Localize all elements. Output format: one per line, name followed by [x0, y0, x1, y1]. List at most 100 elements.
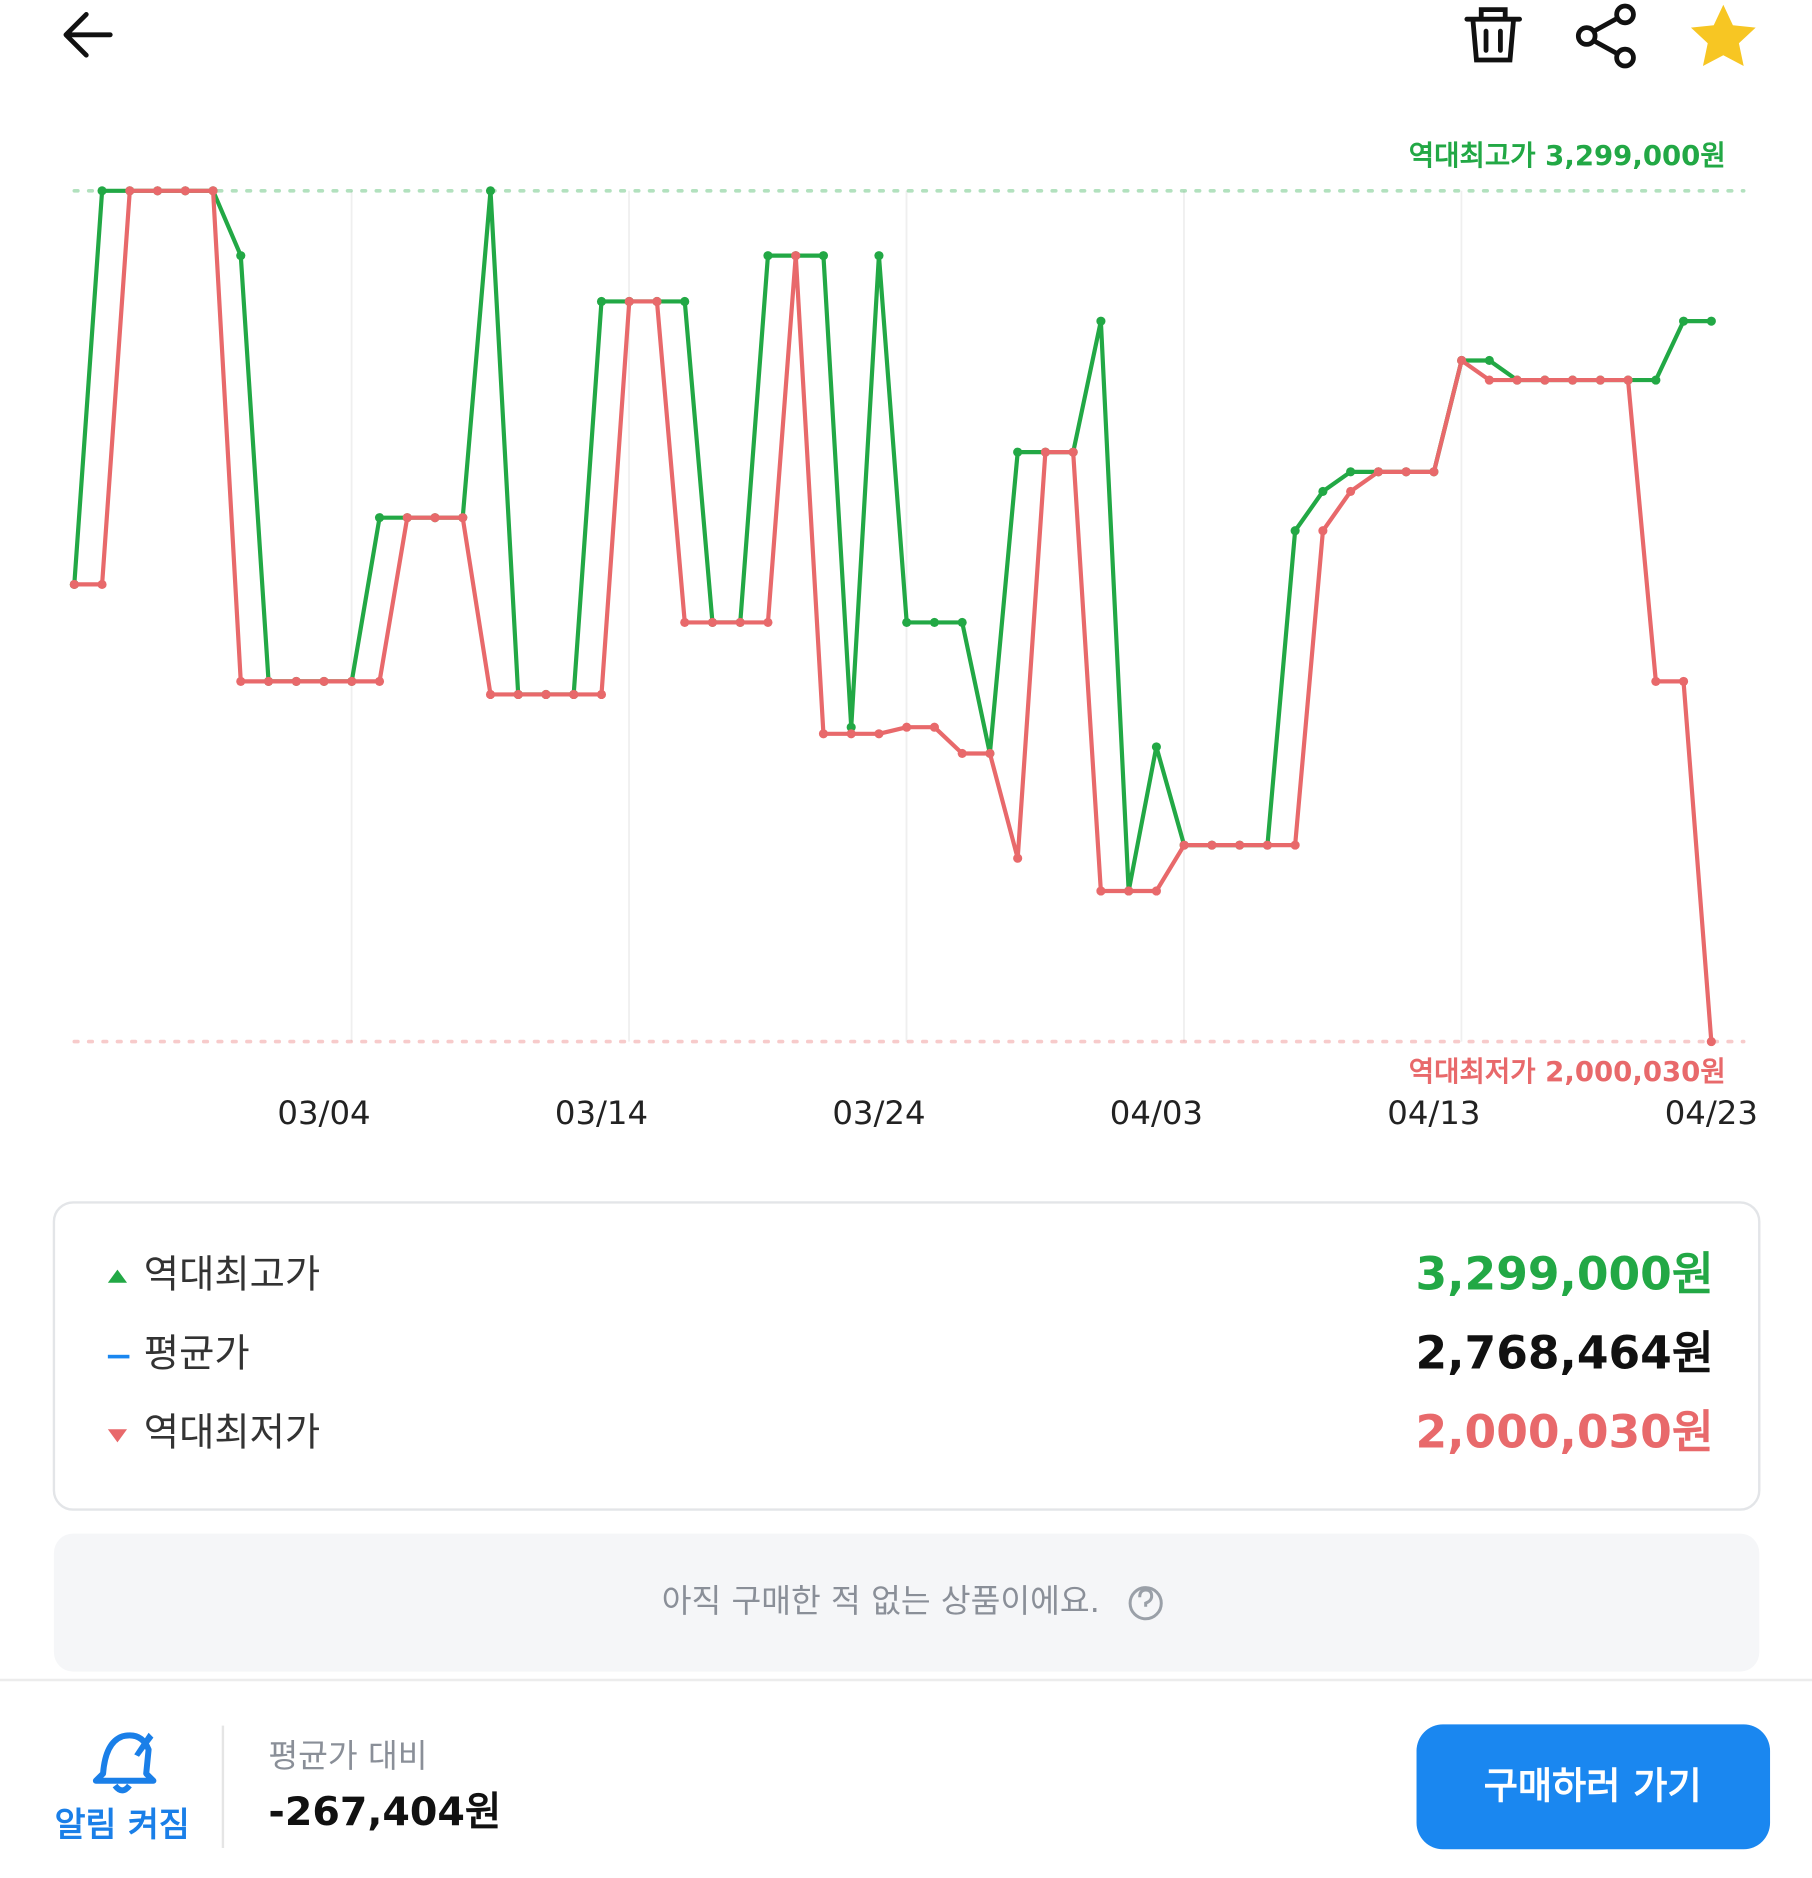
data-point	[1207, 840, 1217, 850]
data-point	[957, 617, 967, 627]
data-point	[846, 722, 856, 732]
buy-button-label: 구매하러 가기	[1484, 1763, 1702, 1807]
data-point	[319, 676, 329, 686]
data-point	[97, 579, 107, 590]
data-point	[596, 689, 607, 700]
compare-value: -267,404원	[268, 1789, 501, 1835]
data-point	[263, 676, 274, 686]
avg-icon	[107, 1354, 130, 1359]
data-point	[152, 186, 163, 196]
compare-label: 평균가 대비	[268, 1737, 427, 1775]
data-point	[874, 251, 884, 261]
data-point	[1179, 840, 1189, 850]
x-tick-label: 04/13	[1387, 1094, 1480, 1132]
data-point	[541, 689, 551, 700]
data-point	[347, 676, 357, 686]
data-point	[957, 748, 967, 758]
data-point	[818, 251, 829, 261]
buy-button[interactable]: 구매하러 가기	[1416, 1724, 1771, 1850]
help-icon[interactable]	[1128, 1586, 1163, 1621]
data-point	[374, 513, 385, 523]
reference-label: 역대최저가 2,000,030원	[1409, 1055, 1726, 1088]
share-button[interactable]	[1575, 3, 1636, 69]
data-point	[1484, 375, 1494, 385]
data-point	[1096, 316, 1106, 326]
data-point	[1679, 316, 1689, 326]
x-tick-label: 03/04	[277, 1094, 370, 1132]
data-point	[1595, 375, 1605, 385]
data-point	[1151, 886, 1161, 896]
data-point	[929, 722, 939, 732]
data-point	[1290, 526, 1300, 536]
x-tick-label: 04/03	[1110, 1094, 1203, 1132]
back-button[interactable]	[63, 11, 113, 58]
data-point	[1457, 355, 1467, 365]
favorite-button[interactable]	[1690, 4, 1756, 67]
data-point	[1068, 447, 1078, 457]
data-point	[735, 617, 745, 627]
delete-button[interactable]	[1464, 7, 1522, 63]
data-point	[763, 617, 773, 627]
data-point	[1124, 886, 1134, 896]
data-point	[1568, 375, 1578, 385]
data-point	[97, 186, 107, 196]
data-point	[763, 251, 773, 261]
data-point	[1013, 853, 1023, 863]
data-point	[485, 689, 496, 700]
data-point	[902, 617, 912, 627]
summary-label: 역대최고가	[144, 1252, 320, 1297]
data-point	[1262, 840, 1272, 850]
data-point	[402, 513, 412, 523]
data-point	[1429, 467, 1439, 477]
data-point	[1484, 355, 1494, 365]
x-tick-label: 03/24	[832, 1094, 925, 1132]
data-point	[569, 689, 579, 700]
data-point	[458, 513, 468, 523]
data-point	[985, 748, 995, 758]
summary-value: 2,768,464원	[1416, 1326, 1714, 1379]
x-tick-label: 03/14	[555, 1094, 648, 1132]
data-point	[680, 617, 690, 627]
data-point	[1651, 375, 1661, 385]
summary-value: 2,000,030원	[1416, 1406, 1714, 1459]
max-icon	[107, 1269, 128, 1283]
data-point	[680, 296, 690, 307]
data-point	[874, 729, 884, 739]
data-point	[374, 676, 385, 686]
data-point	[1679, 676, 1689, 686]
data-point	[596, 296, 607, 307]
data-point	[1151, 742, 1161, 752]
x-tick-label: 04/23	[1665, 1094, 1758, 1132]
data-point	[69, 579, 79, 590]
summary-box	[52, 1201, 1761, 1511]
data-point	[236, 676, 246, 686]
data-point	[485, 186, 496, 196]
data-point	[1623, 375, 1633, 385]
data-point	[1013, 447, 1023, 457]
price-chart: 03/04 03/14 03/24 04/03 04/13 04/23 역대최고가 3,29…	[69, 139, 1758, 1132]
data-point	[1540, 375, 1550, 385]
series-line	[72, 188, 1712, 894]
notice-box	[53, 1533, 1760, 1672]
data-point	[1290, 840, 1300, 850]
data-point	[236, 251, 246, 261]
summary-label: 평균가	[144, 1331, 250, 1376]
data-point	[208, 186, 218, 196]
data-point	[929, 617, 939, 627]
data-point	[513, 689, 523, 700]
data-point	[1346, 486, 1356, 496]
data-point	[125, 186, 135, 196]
alarm-label: 알림 켜짐	[55, 1805, 190, 1844]
data-point	[707, 617, 718, 627]
summary-label: 역대최저가	[144, 1411, 320, 1456]
data-point	[652, 296, 662, 307]
buy-button-bg	[1416, 1724, 1771, 1850]
data-point	[1235, 840, 1245, 850]
series-line	[74, 188, 1714, 1042]
notice-text: 아직 구매한 적 없는 상품이에요.	[662, 1582, 1100, 1620]
data-point	[291, 676, 301, 686]
alarm-button[interactable]: 알림 켜짐	[55, 1732, 190, 1844]
data-point	[430, 513, 440, 523]
data-point	[1706, 316, 1716, 326]
